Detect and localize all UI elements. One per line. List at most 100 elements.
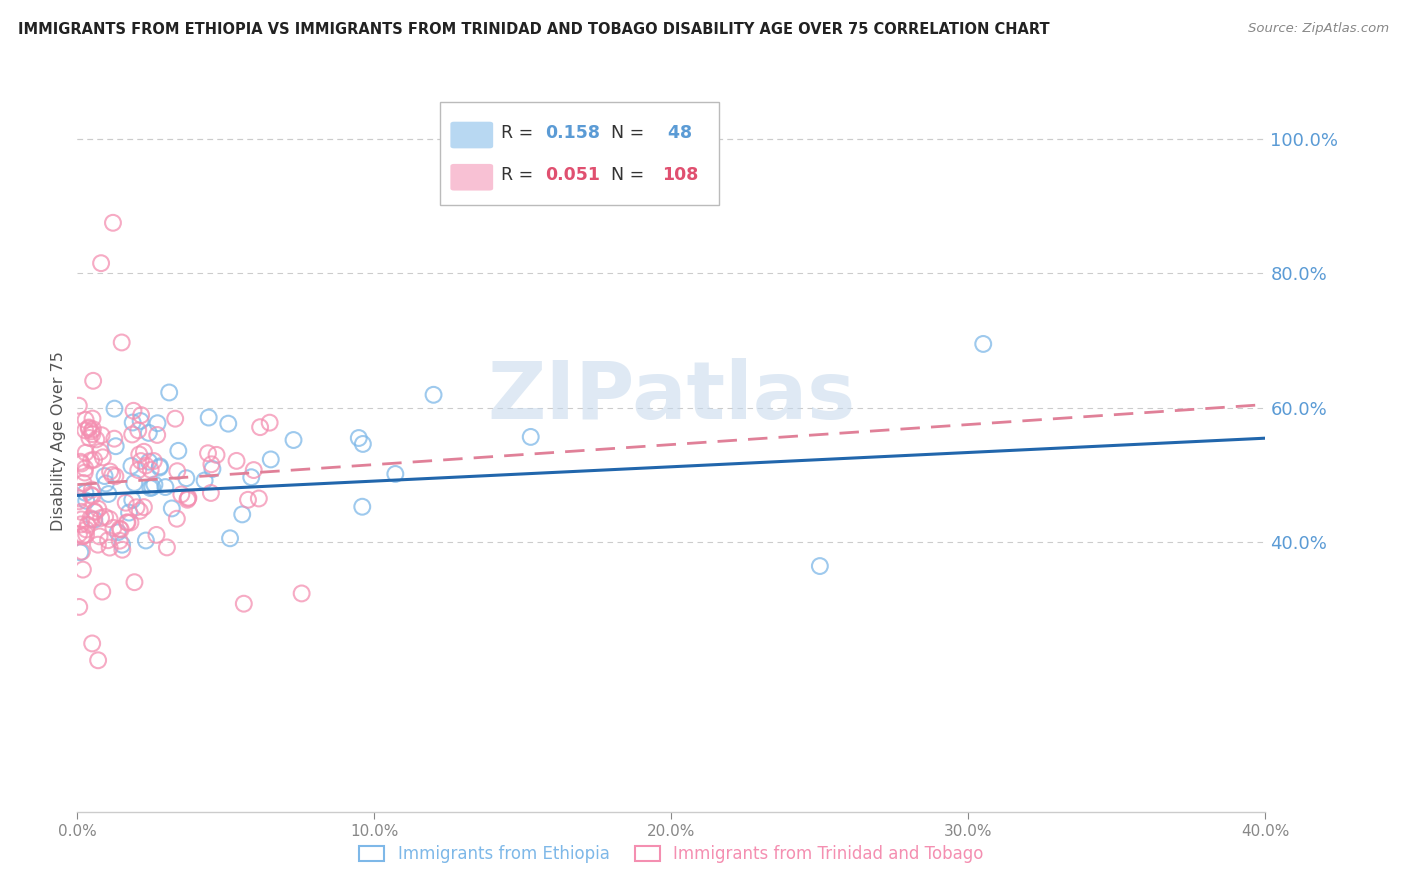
Point — [138, 455, 160, 469]
Point — [156, 541, 179, 555]
Point — [225, 454, 247, 468]
Point — [87, 501, 110, 516]
Point — [124, 475, 146, 490]
Point — [67, 527, 90, 541]
Point — [107, 525, 129, 540]
Point — [166, 512, 188, 526]
Point — [75, 493, 97, 508]
Point — [103, 401, 125, 416]
Point — [70, 512, 93, 526]
Legend: Immigrants from Ethiopia, Immigrants from Trinidad and Tobago: Immigrants from Ethiopia, Immigrants fro… — [353, 838, 990, 870]
Point — [129, 454, 152, 468]
Point — [79, 511, 101, 525]
Point — [176, 471, 198, 485]
Point — [155, 480, 177, 494]
Point — [111, 538, 134, 552]
Point — [128, 504, 150, 518]
Point — [70, 457, 93, 471]
Point — [240, 470, 263, 484]
Point — [219, 531, 242, 545]
Point — [125, 500, 148, 515]
Point — [149, 460, 172, 475]
Point — [89, 529, 111, 543]
Point — [142, 454, 165, 468]
Point — [135, 533, 157, 548]
Text: R =: R = — [502, 124, 540, 142]
Point — [82, 427, 104, 442]
Point — [104, 469, 127, 483]
Point — [972, 337, 994, 351]
Point — [80, 513, 103, 527]
Text: Source: ZipAtlas.com: Source: ZipAtlas.com — [1249, 22, 1389, 36]
Point — [82, 374, 104, 388]
Point — [72, 563, 94, 577]
Point — [75, 446, 97, 460]
Point — [232, 597, 254, 611]
Point — [76, 517, 98, 532]
Point — [104, 439, 127, 453]
Point — [115, 516, 138, 530]
Point — [70, 517, 93, 532]
Point — [197, 446, 219, 460]
Point — [129, 408, 152, 422]
Point — [101, 216, 124, 230]
Point — [75, 413, 97, 427]
Point — [94, 476, 117, 491]
Point — [89, 444, 111, 458]
Point — [120, 458, 142, 473]
Point — [808, 559, 831, 574]
Point — [167, 443, 190, 458]
Point — [146, 416, 169, 430]
Point — [127, 463, 149, 477]
Point — [141, 480, 163, 494]
Point — [87, 653, 110, 667]
Point — [90, 256, 112, 270]
Point — [94, 510, 117, 524]
Point — [83, 505, 105, 519]
Point — [73, 466, 96, 480]
Point — [103, 432, 125, 446]
Point — [132, 500, 155, 514]
Point — [80, 488, 103, 502]
Point — [97, 487, 120, 501]
Point — [114, 496, 136, 510]
Point — [120, 516, 142, 530]
Point — [145, 528, 167, 542]
Point — [157, 385, 180, 400]
Point — [128, 447, 150, 461]
Text: ZIPatlas: ZIPatlas — [488, 358, 855, 436]
Point — [260, 452, 283, 467]
Point — [236, 492, 259, 507]
Point — [82, 636, 104, 650]
Point — [166, 464, 188, 478]
Point — [72, 529, 94, 543]
Point — [217, 417, 239, 431]
Point — [259, 416, 281, 430]
Point — [79, 431, 101, 445]
Point — [129, 414, 152, 428]
Point — [117, 516, 139, 530]
Point — [67, 399, 90, 413]
Text: 48: 48 — [662, 124, 692, 142]
Point — [121, 416, 143, 430]
Point — [384, 467, 406, 481]
Point — [82, 489, 104, 503]
Text: IMMIGRANTS FROM ETHIOPIA VS IMMIGRANTS FROM TRINIDAD AND TOBAGO DISABILITY AGE O: IMMIGRANTS FROM ETHIOPIA VS IMMIGRANTS F… — [18, 22, 1050, 37]
Point — [82, 411, 104, 425]
Point — [176, 492, 198, 507]
Point — [80, 453, 103, 467]
Point — [138, 425, 160, 440]
Point — [177, 491, 200, 506]
Point — [103, 521, 125, 535]
Point — [75, 423, 97, 437]
Point — [194, 474, 217, 488]
Text: R =: R = — [502, 166, 540, 184]
FancyBboxPatch shape — [450, 121, 494, 148]
Point — [83, 504, 105, 518]
Point — [139, 463, 162, 477]
Point — [93, 469, 115, 483]
Point — [139, 481, 162, 495]
Point — [135, 458, 157, 473]
Point — [170, 487, 193, 501]
Point — [160, 501, 183, 516]
